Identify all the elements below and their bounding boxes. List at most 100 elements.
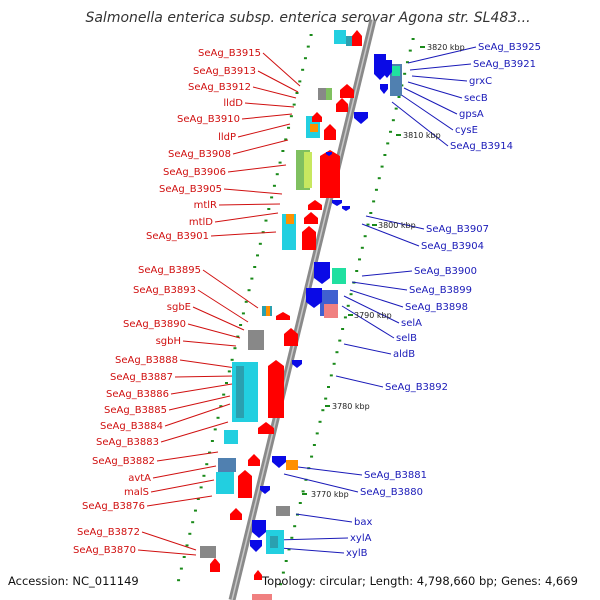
gene-label-aldB[interactable]: aldB (393, 349, 415, 360)
gene-label-malS[interactable]: malS (124, 487, 149, 498)
gene-label-lldP[interactable]: lldP (218, 132, 236, 143)
cog-block (276, 506, 290, 516)
cog-block (218, 458, 236, 472)
leader-line-left (262, 52, 301, 87)
tick-label-3770: 3770 kbp (311, 490, 349, 499)
gene-label-SeAg_B3872[interactable]: SeAg_B3872 (77, 527, 140, 538)
tick-dash (363, 235, 367, 238)
gene-label-SeAg_B3884[interactable]: SeAg_B3884 (100, 421, 163, 432)
gene-label-sgbH[interactable]: sgbH (156, 336, 181, 347)
cog-block (266, 306, 270, 316)
gene-label-SeAg_B3910[interactable]: SeAg_B3910 (177, 114, 240, 125)
tick-dash (341, 328, 345, 330)
leader-line-left (244, 102, 295, 108)
gene-label-mtlD[interactable]: mtlD (189, 217, 213, 228)
gene-label-SeAg_B3885[interactable]: SeAg_B3885 (104, 405, 167, 416)
gene-label-SeAg_B3882[interactable]: SeAg_B3882 (92, 456, 155, 467)
gene-label-SeAg_B3888[interactable]: SeAg_B3888 (115, 355, 178, 366)
tick-dash (301, 490, 305, 493)
tick-dash (205, 463, 209, 466)
gene-label-avtA[interactable]: avtA (128, 473, 151, 484)
gene-label-SeAg_B3904[interactable]: SeAg_B3904 (421, 241, 484, 252)
gene-label-mtlR[interactable]: mtlR (194, 200, 217, 211)
tick-dash (391, 119, 395, 122)
leader-line-left (232, 139, 289, 155)
gene-label-SeAg_B3906[interactable]: SeAg_B3906 (163, 167, 226, 178)
gene-label-SeAg_B3893[interactable]: SeAg_B3893 (133, 285, 196, 296)
gene-label-SeAg_B3899[interactable]: SeAg_B3899 (409, 285, 472, 296)
leader-line-left (152, 465, 217, 479)
accession-text: Accession: NC_011149 (8, 574, 139, 588)
plus-orf-arrow (340, 84, 354, 98)
gene-label-SeAg_B3915[interactable]: SeAg_B3915 (198, 48, 261, 59)
plus-orf-arrow (308, 200, 322, 210)
gene-label-SeAg_B3880[interactable]: SeAg_B3880 (360, 487, 423, 498)
leader-line-left (257, 70, 299, 93)
gene-label-SeAg_B3912[interactable]: SeAg_B3912 (188, 82, 251, 93)
cog-block (252, 594, 272, 600)
leader-line-left (150, 479, 215, 493)
gene-label-SeAg_B3901[interactable]: SeAg_B3901 (146, 231, 209, 242)
cog-block (346, 36, 352, 46)
tick-dash (208, 451, 212, 454)
leader-line-right (361, 223, 420, 247)
gene-label-SeAg_B3921[interactable]: SeAg_B3921 (473, 59, 536, 70)
tick-dash (332, 362, 336, 365)
gene-label-SeAg_B3883[interactable]: SeAg_B3883 (96, 437, 159, 448)
gene-label-SeAg_B3886[interactable]: SeAg_B3886 (106, 389, 169, 400)
gene-label-SeAg_B3876[interactable]: SeAg_B3876 (82, 501, 145, 512)
plus-orf-arrow (284, 328, 298, 346)
tick-dash (227, 370, 231, 373)
gene-label-lldD[interactable]: lldD (223, 98, 243, 109)
gene-label-cysE[interactable]: cysE (455, 125, 478, 136)
gene-label-SeAg_B3905[interactable]: SeAg_B3905 (159, 184, 222, 195)
tick-dash (394, 107, 398, 110)
gene-label-SeAg_B3907[interactable]: SeAg_B3907 (426, 224, 489, 235)
gene-label-secB[interactable]: secB (464, 93, 488, 104)
gene-label-bax[interactable]: bax (354, 517, 372, 528)
tick-dash (199, 486, 203, 489)
minus-orf-arrow (250, 540, 262, 552)
gene-label-SeAg_B3913[interactable]: SeAg_B3913 (193, 66, 256, 77)
gene-label-selB[interactable]: selB (396, 333, 417, 344)
cog-block (248, 330, 264, 350)
gene-label-selA[interactable]: selA (401, 318, 422, 329)
gene-label-grxC[interactable]: grxC (469, 76, 492, 87)
plus-strand-orfs (210, 30, 362, 580)
tick-dash (247, 289, 251, 292)
gene-label-sgbE[interactable]: sgbE (167, 302, 191, 313)
gene-label-SeAg_B3890[interactable]: SeAg_B3890 (123, 319, 186, 330)
minus-orf-arrow (260, 486, 270, 494)
gene-label-SeAg_B3900[interactable]: SeAg_B3900 (414, 266, 477, 277)
tick-dash (177, 579, 181, 582)
leader-line-right (295, 513, 353, 523)
tick-dash (298, 502, 302, 504)
gene-label-gpsA[interactable]: gpsA (459, 109, 484, 120)
cog-block (304, 152, 312, 188)
tick-dash (224, 382, 228, 384)
gene-label-SeAg_B3898[interactable]: SeAg_B3898 (405, 302, 468, 313)
gene-label-SeAg_B3895[interactable]: SeAg_B3895 (138, 265, 201, 276)
tick-label-3820: 3820 kbp (427, 43, 465, 52)
leader-line-left (241, 113, 293, 120)
gene-label-xylB[interactable]: xylB (346, 548, 368, 559)
tick-dash (301, 68, 305, 71)
gene-label-SeAg_B3881[interactable]: SeAg_B3881 (364, 470, 427, 481)
tick-dash (292, 103, 296, 106)
gene-label-SeAg_B3908[interactable]: SeAg_B3908 (168, 149, 231, 160)
tick-dash (219, 405, 223, 408)
tick-dash (386, 142, 390, 145)
gene-label-SeAg_B3887[interactable]: SeAg_B3887 (110, 372, 173, 383)
tick-dash (321, 409, 325, 412)
cog-block (270, 536, 278, 548)
leader-line-right (335, 375, 384, 388)
gene-label-xylA[interactable]: xylA (350, 533, 372, 544)
gene-label-SeAg_B3925[interactable]: SeAg_B3925 (478, 42, 541, 53)
tick-dash (343, 316, 347, 319)
gene-label-SeAg_B3892[interactable]: SeAg_B3892 (385, 382, 448, 393)
minus-orf-arrow (332, 200, 342, 206)
gene-label-SeAg_B3870[interactable]: SeAg_B3870 (73, 545, 136, 556)
gene-label-SeAg_B3914[interactable]: SeAg_B3914 (450, 141, 513, 152)
tick-dash (281, 150, 285, 152)
